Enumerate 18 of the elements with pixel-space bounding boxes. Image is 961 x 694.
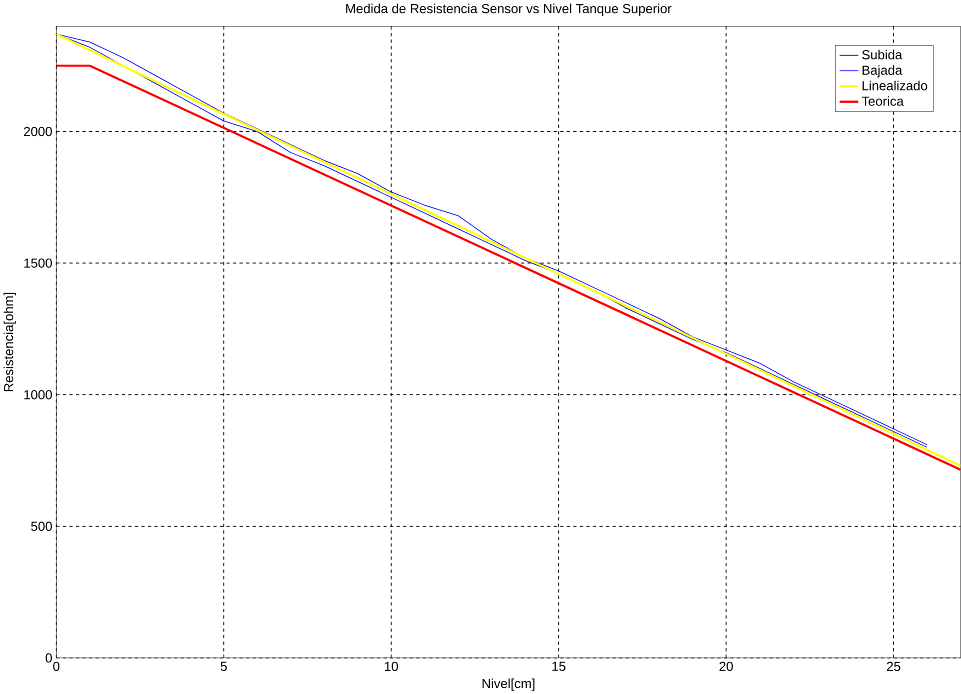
x-tick-label: 5 [220,662,227,671]
legend-label: Bajada [862,65,902,78]
x-tick-label: 10 [384,662,398,671]
legend-label: Subida [862,50,902,60]
y-tick-label: 2000 [24,126,52,136]
x-tick-label: 0 [53,662,60,671]
legend-label: Teorica [862,96,904,106]
y-tick-label: 0 [46,653,52,662]
y-tick-label: 1500 [24,258,52,268]
x-axis-title: Nivel[cm] [482,678,534,691]
y-tick-label: 1000 [24,390,52,400]
y-tick-label: 500 [31,522,52,531]
x-tick-label: 15 [552,662,566,671]
x-tick-label: 20 [719,662,733,671]
chart-title: Medida de Resistencia Sensor vs Nivel Tanque Superior [346,3,672,16]
legend-label: Linealizado [862,80,928,90]
x-tick-label: 25 [886,662,900,671]
y-axis-title: Resistencia[ohm] [4,292,16,392]
